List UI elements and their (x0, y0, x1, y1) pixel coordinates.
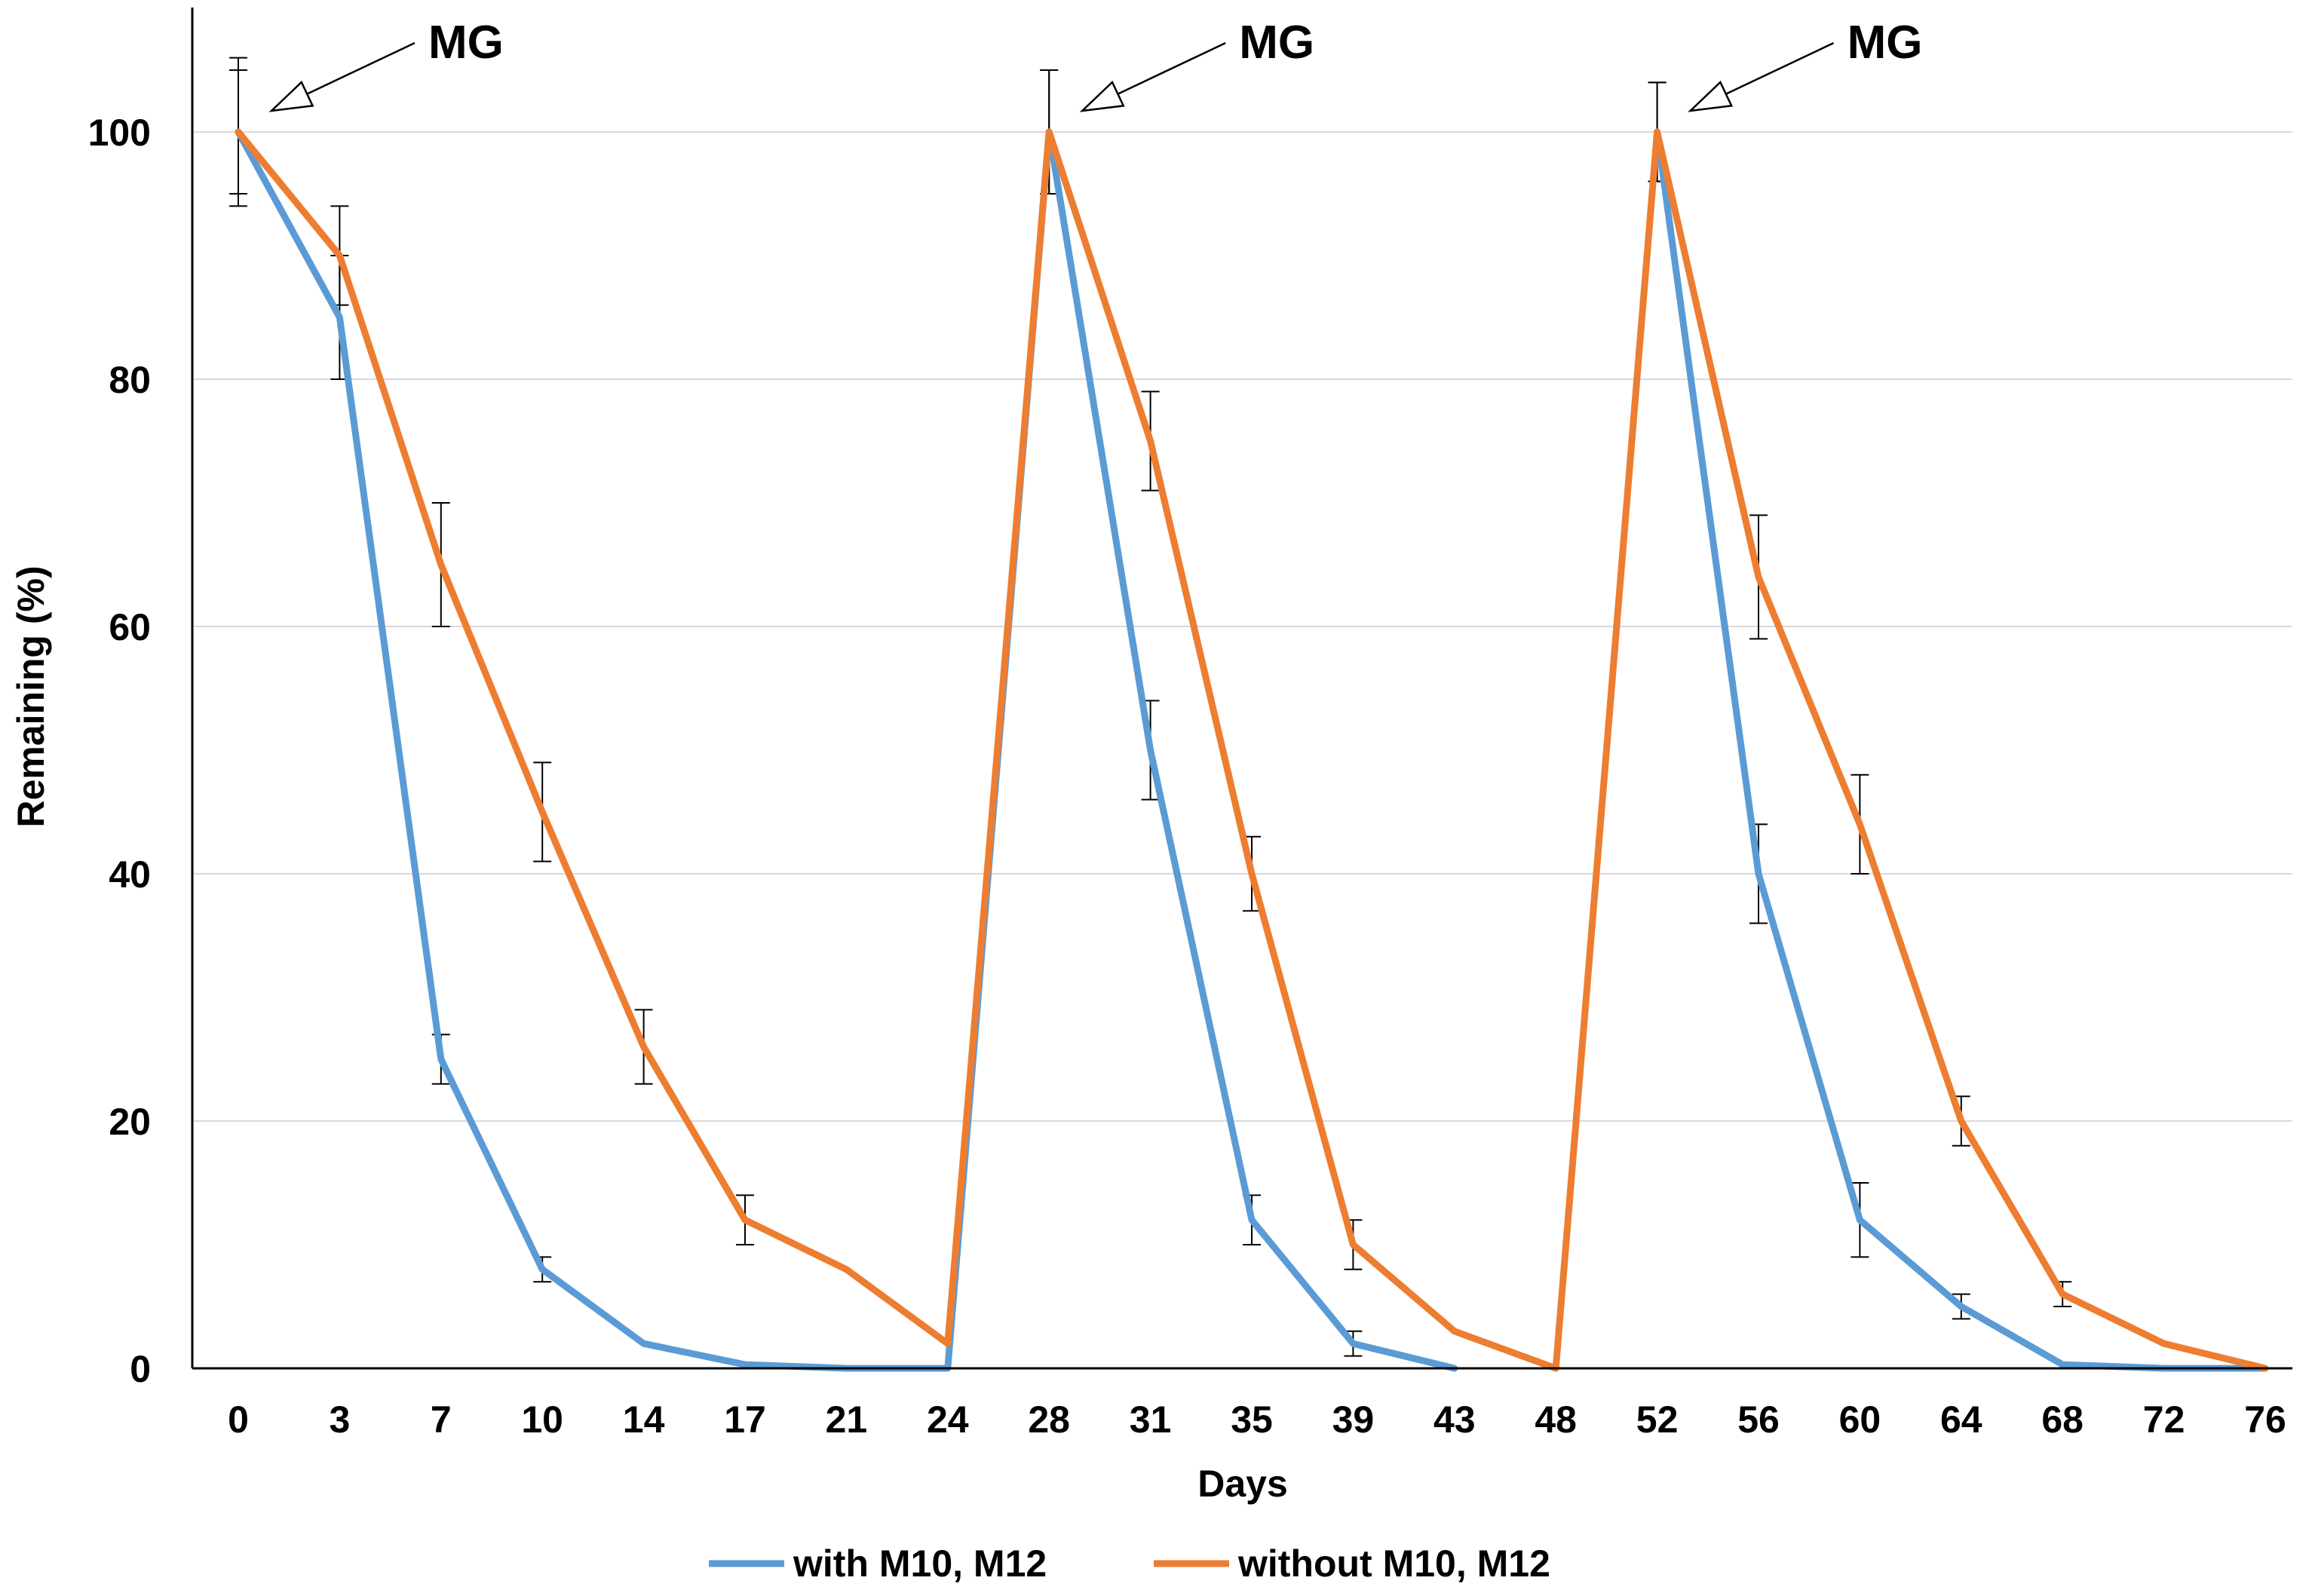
legend: with M10, M12 without M10, M12 (709, 1542, 1550, 1585)
series-line-2 (235, 128, 2269, 1372)
annotation-label: MG (1239, 17, 1314, 69)
x-tick-label: 17 (724, 1398, 766, 1441)
x-tick-label: 76 (2244, 1398, 2286, 1441)
x-tick-label: 35 (1231, 1398, 1273, 1441)
series-lines (235, 128, 2269, 1372)
x-tick-label: 21 (826, 1398, 868, 1441)
y-axis-title: Remaining (%) (10, 565, 52, 827)
x-tick-label: 52 (1636, 1398, 1679, 1441)
x-tick-label: 60 (1839, 1398, 1881, 1441)
x-tick-label: 10 (521, 1398, 563, 1441)
legend-label-1: with M10, M12 (793, 1542, 1047, 1585)
x-tick-label: 24 (927, 1398, 969, 1441)
y-axis-ticks: 0 20 40 60 80 100 (88, 112, 151, 1390)
x-tick-label: 72 (2143, 1398, 2185, 1441)
x-tick-label: 7 (431, 1398, 452, 1441)
axes (191, 8, 2292, 1370)
series-line-1 (1654, 128, 2269, 1372)
annotation-arrowhead (1688, 80, 1734, 112)
x-tick-label: 48 (1535, 1398, 1577, 1441)
y-tick-label: 60 (109, 606, 151, 648)
annotation-label: MG (1847, 17, 1923, 69)
y-tick-label: 20 (109, 1101, 151, 1143)
x-tick-label: 43 (1434, 1398, 1476, 1441)
annotation-label: MG (428, 17, 504, 69)
legend-label-2: without M10, M12 (1237, 1542, 1550, 1585)
series-line-1 (235, 128, 1458, 1372)
x-tick-label: 56 (1737, 1398, 1780, 1441)
x-tick-label: 0 (228, 1398, 249, 1441)
x-tick-label: 14 (623, 1398, 665, 1441)
grid-lines (192, 131, 2292, 1122)
x-tick-label: 28 (1028, 1398, 1070, 1441)
error-bars (229, 57, 2072, 1357)
x-tick-label: 3 (329, 1398, 350, 1441)
x-tick-label: 64 (1940, 1398, 1982, 1441)
annotation-arrowhead (268, 80, 314, 112)
x-tick-label: 68 (2041, 1398, 2084, 1441)
annotations: MG MG MG (268, 17, 1923, 112)
x-tick-label: 31 (1130, 1398, 1172, 1441)
y-tick-label: 40 (109, 853, 151, 896)
x-axis-ticks: 0 3 7 10 14 17 21 24 28 31 35 39 43 48 52 56 60 64 68 72 76 (228, 1398, 2286, 1441)
y-tick-label: 100 (88, 112, 151, 154)
y-tick-label: 0 (130, 1348, 151, 1390)
annotation-arrowhead (1079, 80, 1125, 112)
x-axis-title: Days (1197, 1463, 1288, 1505)
y-tick-label: 80 (109, 359, 151, 401)
x-tick-label: 39 (1332, 1398, 1375, 1441)
